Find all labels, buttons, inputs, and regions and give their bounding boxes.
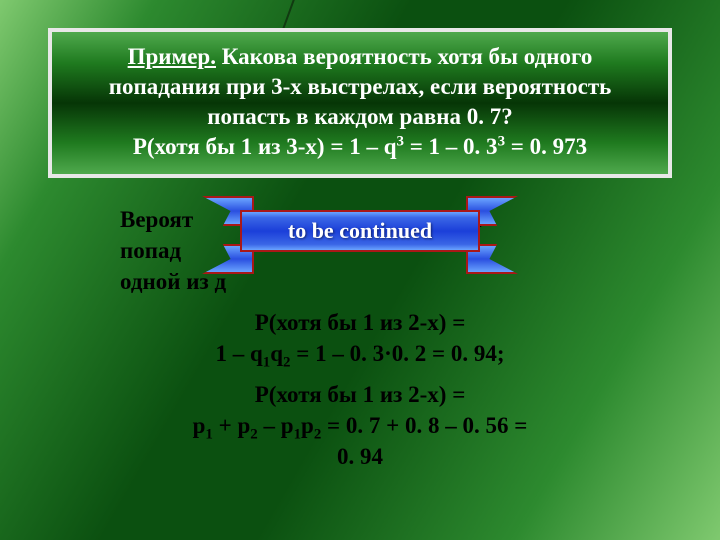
body-formula-1: P(хотя бы 1 из 2-х) = 1 – q1q2 = 1 – 0. … bbox=[0, 307, 720, 369]
example-text-line2: P(хотя бы 1 из 3-х) = 1 – q3 = 1 – 0. 33… bbox=[76, 132, 644, 162]
body-formula-2: P(хотя бы 1 из 2-х) = p1 + p2 – p1p2 = 0… bbox=[0, 379, 720, 472]
example-title: Пример. bbox=[128, 44, 216, 69]
example-box: Пример. Какова вероятность хотя бы одног… bbox=[48, 28, 672, 178]
ribbon-label: to be continued bbox=[240, 210, 480, 252]
example-text-line1: Пример. Какова вероятность хотя бы одног… bbox=[76, 42, 644, 132]
ribbon-banner: to be continued bbox=[240, 200, 480, 270]
